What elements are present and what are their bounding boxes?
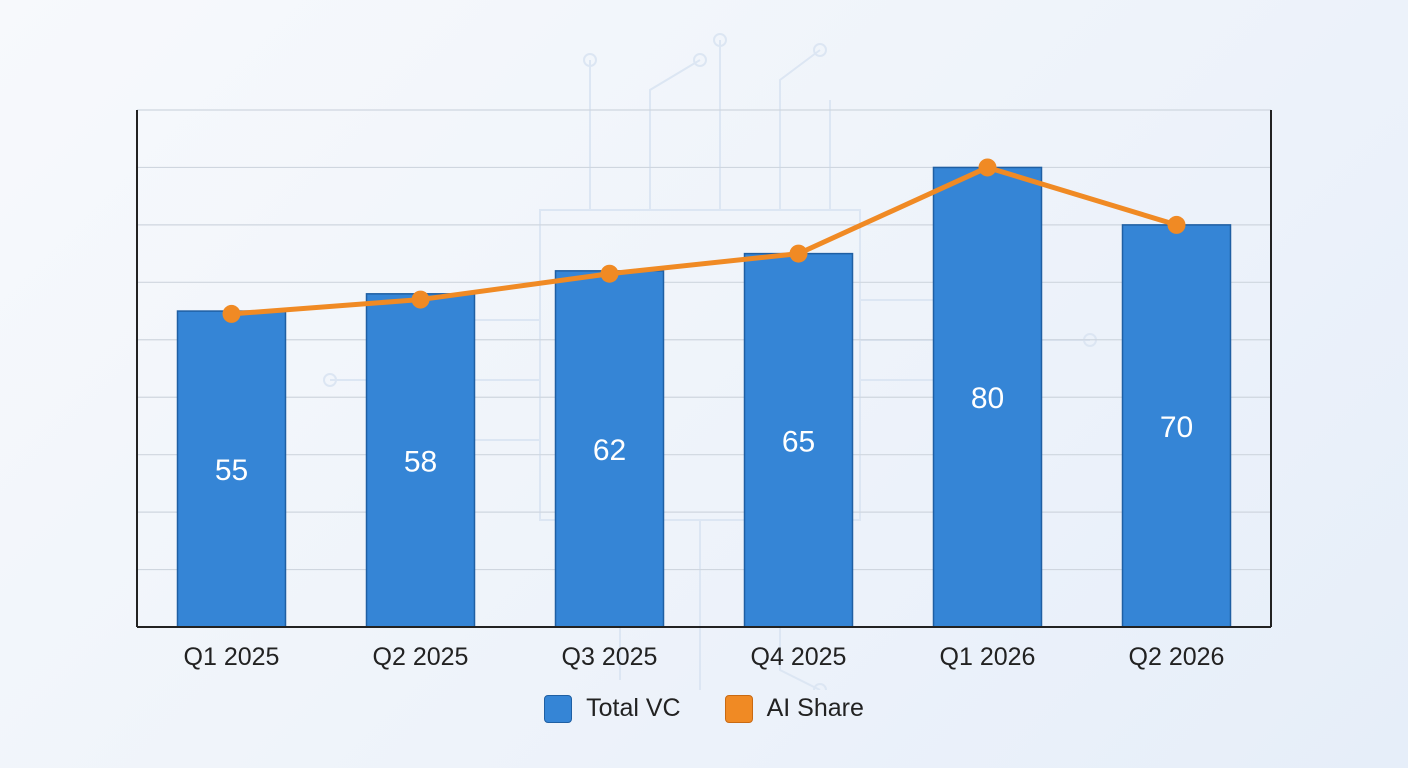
x-tick-label: Q1 2026 xyxy=(940,643,1036,671)
axes xyxy=(136,110,1272,628)
gridlines xyxy=(137,109,1271,571)
x-tick-label: Q2 2026 xyxy=(1129,643,1225,671)
decor-node-1 xyxy=(693,53,707,67)
x-tick-label: Q3 2025 xyxy=(562,643,658,671)
bar[interactable] xyxy=(1121,224,1232,628)
legend-label-ai-share: AI Share xyxy=(766,694,864,722)
bar-data-label: 58 xyxy=(404,445,437,478)
decor-trace-2 xyxy=(649,59,701,210)
bar-data-label: 65 xyxy=(782,425,815,458)
line-point[interactable] xyxy=(789,244,808,263)
legend: Total VC AI Share xyxy=(0,694,1408,723)
decor-trace-4 xyxy=(779,49,821,210)
bar[interactable] xyxy=(743,252,854,628)
decor-node-5 xyxy=(323,373,337,387)
bar-data-label: 55 xyxy=(215,454,248,487)
bar-data-label: 70 xyxy=(1160,411,1193,444)
x-tick-label: Q1 2025 xyxy=(184,643,280,671)
line-point[interactable] xyxy=(600,264,619,283)
legend-swatch-ai-share xyxy=(724,694,753,723)
line-series-ai-share xyxy=(222,158,1186,323)
bar-data-label: 62 xyxy=(593,434,626,467)
bar-data-labels: 55 58 62 65 80 70 xyxy=(215,382,1193,487)
decor-node-3 xyxy=(813,43,827,57)
line-point[interactable] xyxy=(978,158,997,177)
line-point[interactable] xyxy=(222,304,241,323)
legend-swatch-total-vc xyxy=(544,694,573,723)
line-point[interactable] xyxy=(411,290,430,309)
decor-trace-0 xyxy=(539,209,861,521)
x-tick-label: Q4 2025 xyxy=(751,643,847,671)
decor-node-6 xyxy=(813,683,827,690)
bar[interactable] xyxy=(932,166,1043,628)
decor-node-2 xyxy=(713,33,727,47)
x-tick-label: Q2 2025 xyxy=(373,643,469,671)
x-axis-tick-labels: Q1 2025 Q2 2025 Q3 2025 Q4 2025 Q1 2026 Q2 20… xyxy=(184,643,1225,671)
legend-item-total-vc[interactable]: Total VC xyxy=(544,694,681,723)
line-point[interactable] xyxy=(1167,215,1186,234)
legend-label-total-vc: Total VC xyxy=(586,694,681,722)
bar-series-total-vc xyxy=(176,166,1232,628)
combo-chart: 55 58 62 65 80 70 Q1 2025 Q2 2025 Q3 2025 Q4 202… xyxy=(136,33,1272,690)
decor-node-0 xyxy=(583,53,597,67)
line-path xyxy=(229,164,1179,317)
bar-data-label: 80 xyxy=(971,382,1004,415)
legend-item-ai-share[interactable]: AI Share xyxy=(724,694,864,723)
bar[interactable] xyxy=(365,293,476,628)
